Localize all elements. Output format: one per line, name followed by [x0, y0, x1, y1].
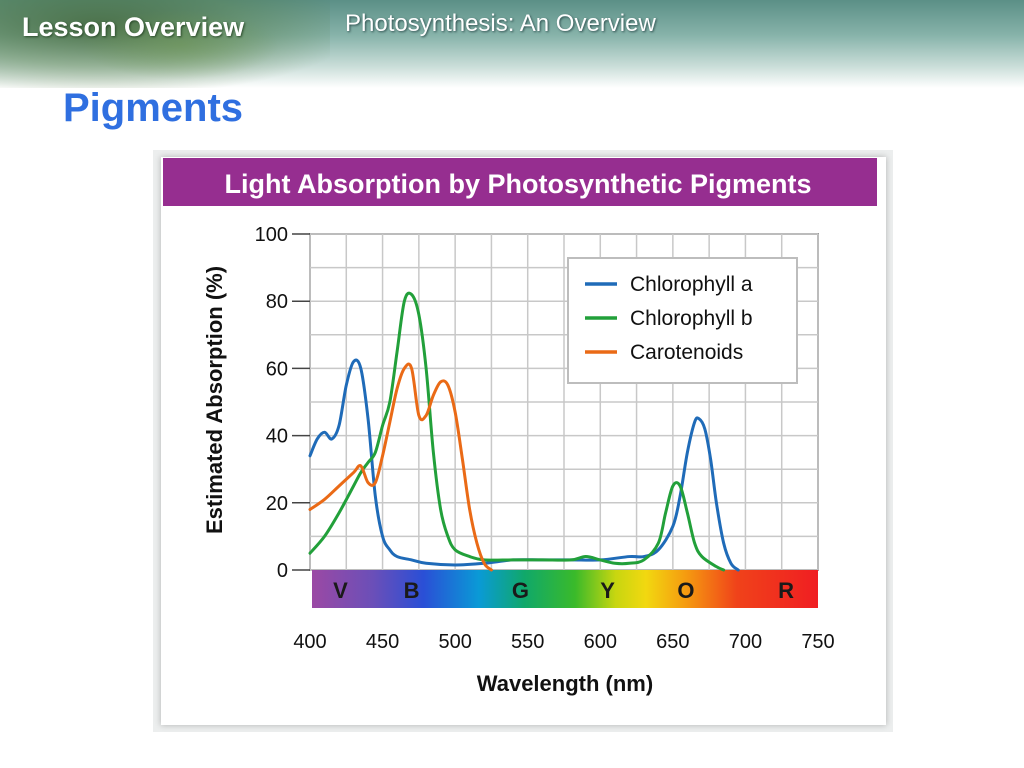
x-tick-label: 700: [729, 631, 762, 653]
legend-label-carotenoids: Carotenoids: [630, 341, 743, 364]
chart-title-bar: [163, 158, 877, 206]
x-tick-label: 450: [366, 631, 399, 653]
legend-label-chlorophyll-a: Chlorophyll a: [630, 273, 753, 296]
band-label-o: O: [677, 578, 694, 603]
legend-box: [567, 257, 798, 384]
x-axis-label: Wavelength (nm): [477, 671, 653, 696]
series-line-chlorophyll-b: [308, 291, 726, 572]
y-axis-label: Estimated Absorption (%): [202, 266, 227, 534]
band-label-y: Y: [600, 578, 615, 603]
x-tick-label: 650: [656, 631, 689, 653]
deck-title: Photosynthesis: An Overview: [345, 10, 656, 37]
x-tick-label: 500: [438, 631, 471, 653]
x-tick-label: 600: [584, 631, 617, 653]
y-tick-label: 0: [277, 560, 288, 582]
x-tick-label: 400: [293, 631, 326, 653]
leaf-decoration-highlight: [80, 10, 280, 80]
band-label-r: R: [778, 578, 794, 603]
slide-title: Pigments: [63, 86, 244, 130]
y-tick-label: 100: [255, 224, 288, 246]
section-label: Lesson Overview: [22, 12, 245, 42]
y-tick-label: 40: [266, 426, 288, 448]
visible-spectrum-bar: [312, 570, 818, 608]
y-tick-label: 80: [266, 291, 288, 313]
x-tick-label: 750: [801, 631, 834, 653]
band-label-v: V: [333, 578, 348, 603]
data-series: [308, 291, 740, 572]
y-tick-label: 20: [266, 493, 288, 515]
y-tick-label: 60: [266, 358, 288, 380]
legend-label-chlorophyll-b: Chlorophyll b: [630, 307, 753, 330]
x-tick-labels: 400 450 500 550 600 650 700 750: [293, 631, 834, 653]
y-tick-labels: 0 20 40 60 80 100: [255, 224, 310, 582]
header-banner: [0, 0, 1024, 88]
legend: Chlorophyll a Chlorophyll b Carotenoids: [567, 257, 798, 384]
band-label-b: B: [404, 578, 420, 603]
series-line-carotenoids: [308, 362, 493, 572]
chart-title: Light Absorption by Photosynthetic Pigme…: [225, 169, 812, 199]
band-label-g: G: [512, 578, 529, 603]
x-tick-label: 550: [511, 631, 544, 653]
